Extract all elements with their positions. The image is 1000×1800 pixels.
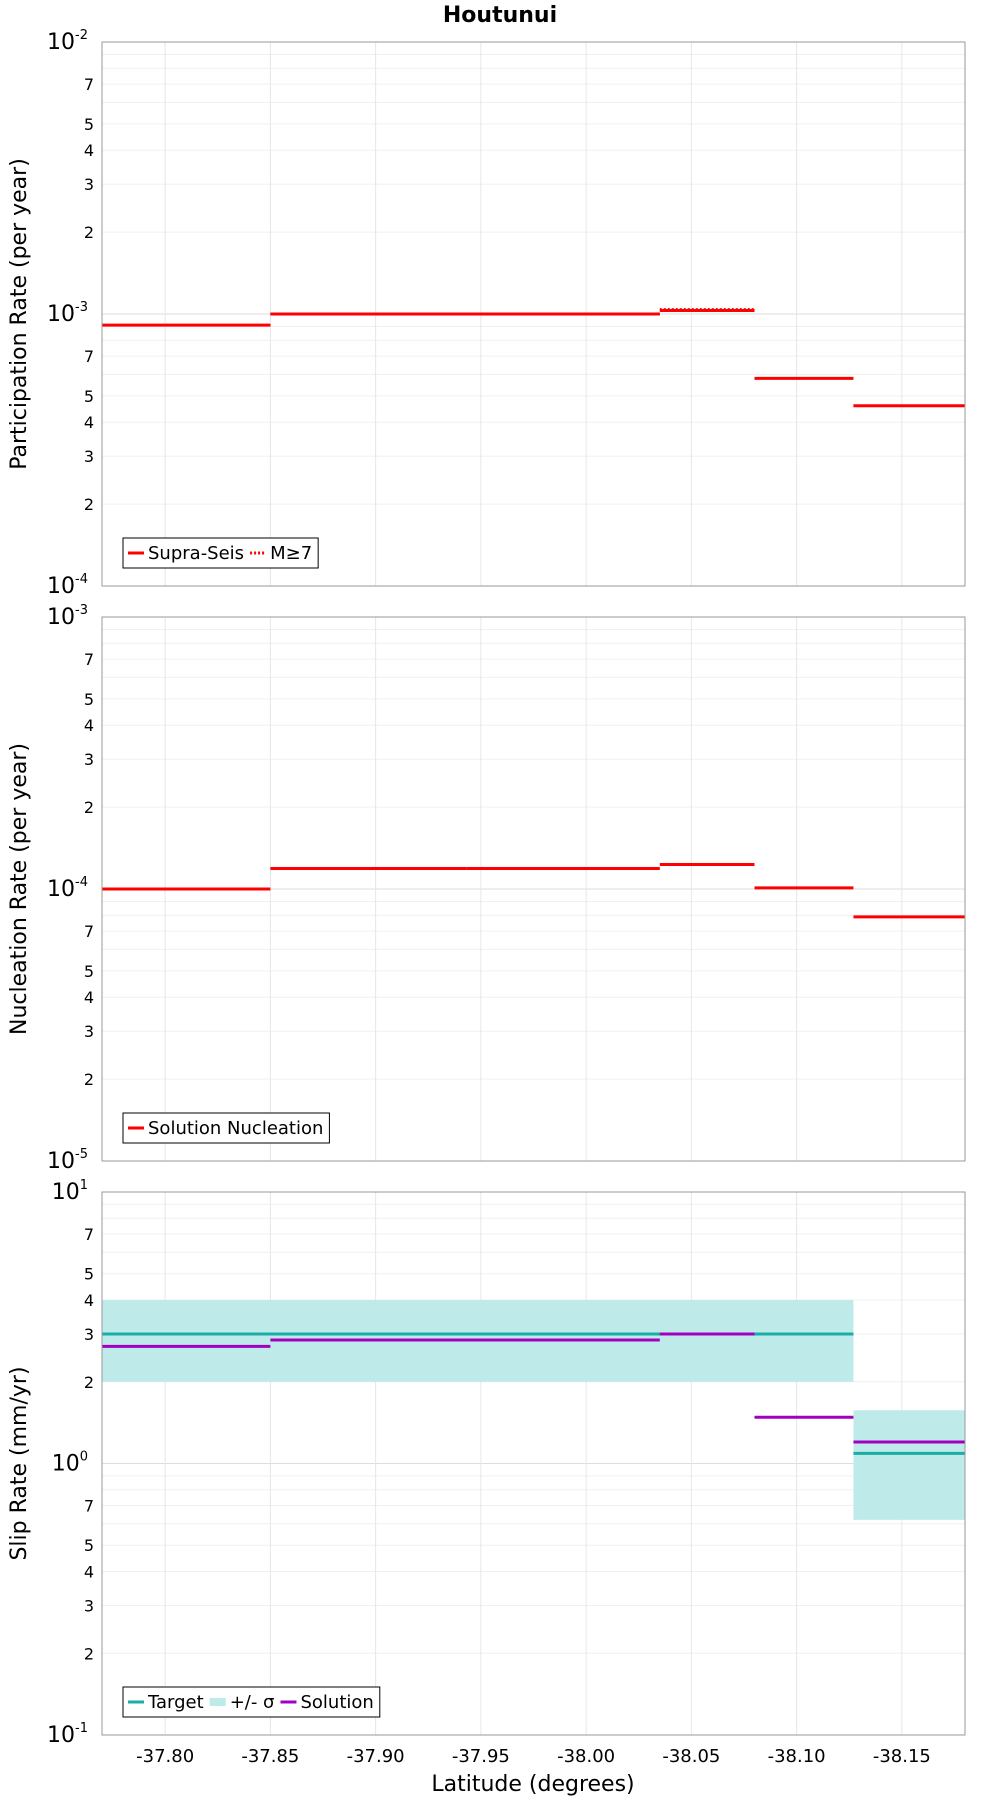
y-tick-label: 10-4 (47, 875, 88, 902)
series-solution (102, 1332, 965, 1444)
y-tick-label: 3 (84, 1596, 94, 1615)
x-tick-label: -37.80 (136, 1746, 194, 1767)
x-tick-label: -38.00 (557, 1746, 615, 1767)
panel-2: 2 3 4 5 7 2 3 4 5 7 10-5 10-4 10-3 Nucleation Rate (p… (7, 603, 966, 1174)
y-axis-label: Slip Rate (mm/yr) (7, 1366, 32, 1560)
y-tick-exponent: -1 (75, 1721, 88, 1736)
y-tick-exponent: 1 (80, 1178, 88, 1193)
y-tick-exponent: -3 (75, 300, 88, 315)
y-tick-label: 3 (84, 750, 94, 769)
y-tick-label: 7 (84, 650, 94, 669)
y-tick-label: 7 (84, 1225, 94, 1244)
legend-label: Solution Nucleation (148, 1118, 323, 1139)
y-tick-label: 10-1 (47, 1721, 88, 1748)
y-tick-label: 5 (84, 962, 94, 981)
y-tick-exponent: -5 (75, 1147, 88, 1162)
y-tick-label: 10-4 (47, 572, 88, 599)
y-tick-label: 4 (84, 988, 94, 1007)
legend-box (122, 537, 319, 569)
legend-label: Target (147, 1692, 204, 1713)
y-tick-label: 10-3 (47, 300, 88, 327)
y-tick-label: 7 (84, 922, 94, 941)
x-tick-label: -37.85 (241, 1746, 299, 1767)
y-tick-label: 10-3 (47, 603, 88, 630)
y-tick-label: 4 (84, 1563, 94, 1582)
y-tick-label: 4 (84, 716, 94, 735)
series-m-7 (102, 308, 965, 407)
y-tick-exponent: 0 (80, 1450, 88, 1465)
legend-box (122, 1686, 381, 1718)
y-tick-label: 7 (84, 75, 94, 94)
y-tick-label: 3 (84, 1022, 94, 1041)
legend-swatch (209, 1698, 226, 1706)
y-minor-grid (102, 1203, 965, 1654)
chart-title: Houtunui (443, 3, 557, 28)
y-tick-label: 10-5 (47, 1147, 88, 1174)
plot-frame (101, 41, 966, 587)
legend-label: M≥7 (270, 543, 312, 564)
x-tick-label: -38.15 (873, 1746, 931, 1767)
x-tick-label: -37.90 (347, 1746, 405, 1767)
y-minor-grid (102, 628, 965, 1080)
y-tick-label: 100 (52, 1450, 88, 1477)
y-tick-label: 2 (84, 223, 94, 242)
y-tick-label: 3 (84, 175, 94, 194)
x-tick-label: -38.10 (768, 1746, 826, 1767)
y-tick-label: 3 (84, 1325, 94, 1344)
y-tick-label: 5 (84, 1265, 94, 1284)
plot-frame (101, 1191, 966, 1736)
y-tick-label: 3 (84, 447, 94, 466)
legend-label: Solution (300, 1692, 373, 1713)
y-tick-label: 4 (84, 1291, 94, 1310)
y-tick-label: 2 (84, 798, 94, 817)
legend: Solution Nucleation (122, 1112, 330, 1144)
legend: Target +/- σ Solution (122, 1686, 381, 1718)
y-tick-label: 2 (84, 495, 94, 514)
y-tick-label: 5 (84, 690, 94, 709)
y-tick-label: 5 (84, 387, 94, 406)
y-axis-label: Nucleation Rate (per year) (7, 743, 32, 1035)
legend-label: Supra-Seis (148, 543, 244, 564)
y-tick-exponent: -3 (75, 603, 88, 618)
y-tick-exponent: -2 (75, 28, 88, 43)
y-tick-label: 10-2 (47, 28, 88, 55)
plot-frame (101, 616, 966, 1162)
y-tick-label: 2 (84, 1070, 94, 1089)
x-tick-label: -37.95 (452, 1746, 510, 1767)
y-tick-exponent: -4 (75, 572, 88, 587)
y-tick-label: 5 (84, 115, 94, 134)
x-tick-label: -38.05 (662, 1746, 720, 1767)
legend-box (122, 1112, 330, 1144)
x-axis-label: Latitude (degrees) (431, 1772, 634, 1797)
y-tick-label: 4 (84, 413, 94, 432)
series-solution-nucleation (102, 863, 965, 919)
y-minor-grid (102, 53, 965, 505)
y-tick-label: 7 (84, 347, 94, 366)
y-tick-label: 4 (84, 141, 94, 160)
y-tick-exponent: -4 (75, 875, 88, 890)
sigma-band (853, 1410, 965, 1520)
panel-1: 2 3 4 5 7 2 3 4 5 7 10-4 10-3 10-2 Participation Rate… (7, 28, 966, 599)
y-axis-label: Participation Rate (per year) (7, 158, 32, 470)
y-tick-label: 101 (52, 1178, 88, 1205)
legend-label: +/- σ (230, 1692, 275, 1713)
legend: Supra-Seis M≥7 (122, 537, 319, 569)
y-tick-label: 2 (84, 1373, 94, 1392)
y-tick-label: 5 (84, 1536, 94, 1555)
y-tick-label: 7 (84, 1497, 94, 1516)
y-tick-label: 2 (84, 1644, 94, 1663)
